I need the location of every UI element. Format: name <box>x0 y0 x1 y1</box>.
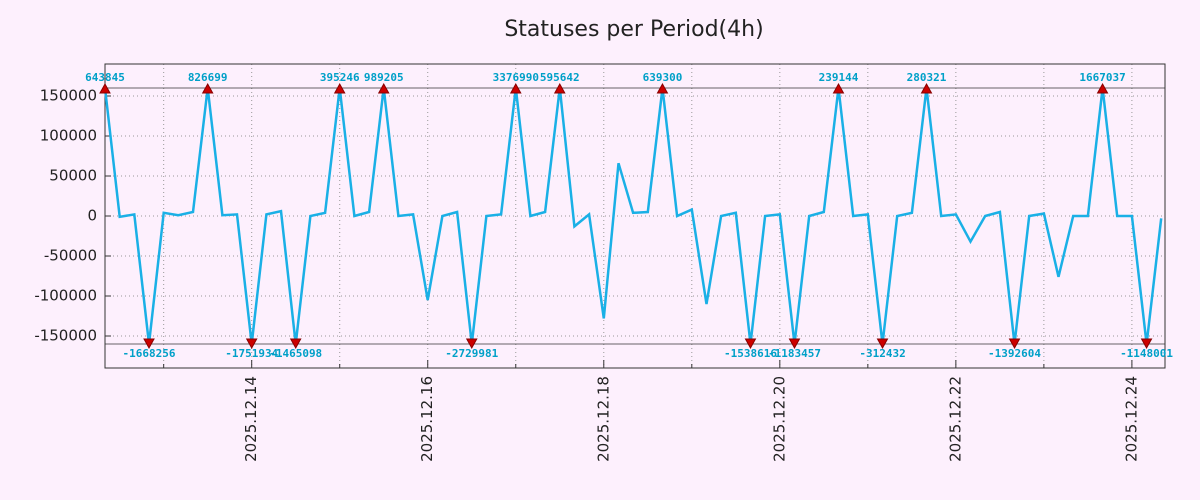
value-label: -1751934 <box>225 347 278 360</box>
value-label: 643845 <box>85 71 125 84</box>
value-label: 826699 <box>188 71 228 84</box>
value-label: 239144 <box>819 71 859 84</box>
plot-frame <box>104 63 1166 369</box>
y-tick-label: 100000 <box>40 127 97 145</box>
clip-marker <box>245 338 258 350</box>
y-tick-label: 50000 <box>49 167 97 185</box>
x-tick-label: 2025.12.24 <box>1122 376 1140 462</box>
value-label: 395246 <box>320 71 360 84</box>
clip-marker <box>876 338 889 350</box>
chart-title: Statuses per Period(4h) <box>504 17 763 42</box>
value-label: 3376990 <box>493 71 539 84</box>
clip-marker <box>1008 338 1021 350</box>
clip-marker <box>656 82 669 94</box>
clip-marker <box>920 82 933 94</box>
clip-marker <box>744 338 757 350</box>
y-tick-label: 0 <box>87 207 97 225</box>
value-label: -312432 <box>859 347 905 360</box>
x-tick-label: 2025.12.16 <box>418 376 436 462</box>
clip-marker <box>788 338 801 350</box>
y-tick-label: 150000 <box>40 87 97 105</box>
x-tick-label: 2025.12.22 <box>946 376 964 462</box>
clip-marker <box>509 82 522 94</box>
clip-marker <box>99 82 111 94</box>
clip-marker <box>377 82 390 94</box>
x-tick-label: 2025.12.18 <box>594 376 612 462</box>
value-label: -1538616 <box>724 347 777 360</box>
clip-marker <box>832 82 845 94</box>
value-label: 280321 <box>907 71 947 84</box>
value-label: 639300 <box>643 71 683 84</box>
clip-marker <box>1140 338 1153 350</box>
clip-marker <box>1096 82 1109 94</box>
x-tick-label: 2025.12.14 <box>242 376 260 462</box>
value-label: -1392604 <box>988 347 1041 360</box>
value-label: -1148001 <box>1120 347 1173 360</box>
value-label: -2729981 <box>445 347 498 360</box>
value-label: -1668256 <box>123 347 176 360</box>
value-label: -1183457 <box>768 347 821 360</box>
clip-marker <box>289 338 302 350</box>
clip-marker <box>465 338 478 350</box>
value-label: 1667037 <box>1079 71 1125 84</box>
value-label: 595642 <box>540 71 580 84</box>
y-tick-label: -150000 <box>34 327 97 345</box>
y-tick-label: -100000 <box>34 287 97 305</box>
clip-marker <box>201 82 214 94</box>
y-tick-label: -50000 <box>44 247 97 265</box>
x-tick-label: 2025.12.20 <box>770 376 788 462</box>
value-label: -1465098 <box>269 347 322 360</box>
clip-marker <box>553 82 566 94</box>
clip-marker <box>143 338 155 350</box>
value-label: 989205 <box>364 71 404 84</box>
series-line <box>103 87 1163 345</box>
clip-marker <box>333 82 346 94</box>
